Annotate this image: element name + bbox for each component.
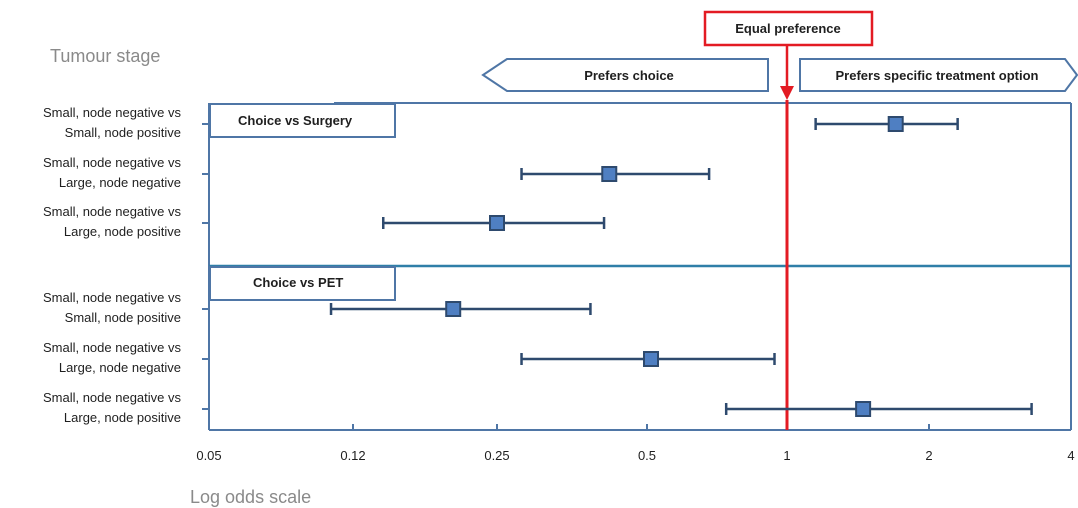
equal-preference-box: Equal preference: [703, 10, 874, 47]
estimate-marks: [329, 116, 1033, 417]
row-label: Large, node positive: [64, 224, 181, 239]
row-label: Small, node negative vs: [43, 390, 182, 405]
reference-arrow-head: [780, 86, 794, 100]
x-axis-ticks: 0.05 0.12 0.25 0.5 1 2 4: [196, 424, 1075, 463]
point-estimate: [489, 215, 505, 231]
row-label: Small, node negative vs: [43, 290, 182, 305]
group-label-pet: Choice vs PET: [253, 275, 343, 290]
x-tick-label: 0.25: [484, 448, 509, 463]
y-axis-title: Tumour stage: [50, 46, 160, 66]
point-estimate: [445, 301, 462, 317]
x-tick-label: 0.12: [340, 448, 365, 463]
point-estimate: [601, 166, 618, 182]
point-estimate: [887, 116, 904, 132]
x-tick-label: 0.05: [196, 448, 221, 463]
group-box-surgery: Choice vs Surgery: [209, 103, 396, 138]
x-tick-label: 1: [783, 448, 790, 463]
row-label: Large, node negative: [59, 175, 181, 190]
x-tick-label: 0.5: [638, 448, 656, 463]
row-label: Small, node positive: [65, 310, 181, 325]
x-tick-label: 4: [1067, 448, 1074, 463]
equal-preference-label: Equal preference: [735, 21, 841, 36]
reference-line-layer: [780, 45, 794, 430]
group-label-surgery: Choice vs Surgery: [238, 113, 353, 128]
point-estimate: [642, 351, 659, 367]
group-box-pet: Choice vs PET: [209, 266, 396, 301]
row-label: Large, node negative: [59, 360, 181, 375]
row-label: Small, node negative vs: [43, 204, 182, 219]
point-estimate: [855, 401, 872, 417]
prefers-choice-label: Prefers choice: [584, 68, 674, 83]
x-axis-title: Log odds scale: [190, 487, 311, 507]
prefers-treatment-label: Prefers specific treatment option: [836, 68, 1039, 83]
row-label: Small, node positive: [65, 125, 181, 140]
row-label: Small, node negative vs: [43, 155, 182, 170]
prefers-treatment-arrow: Prefers specific treatment option: [799, 58, 1078, 92]
row-labels: Small, node negative vs Small, node posit…: [43, 105, 209, 425]
row-label: Large, node positive: [64, 410, 181, 425]
prefers-choice-arrow: Prefers choice: [481, 58, 769, 92]
row-label: Small, node negative vs: [43, 105, 182, 120]
x-tick-label: 2: [925, 448, 932, 463]
row-label: Small, node negative vs: [43, 340, 182, 355]
